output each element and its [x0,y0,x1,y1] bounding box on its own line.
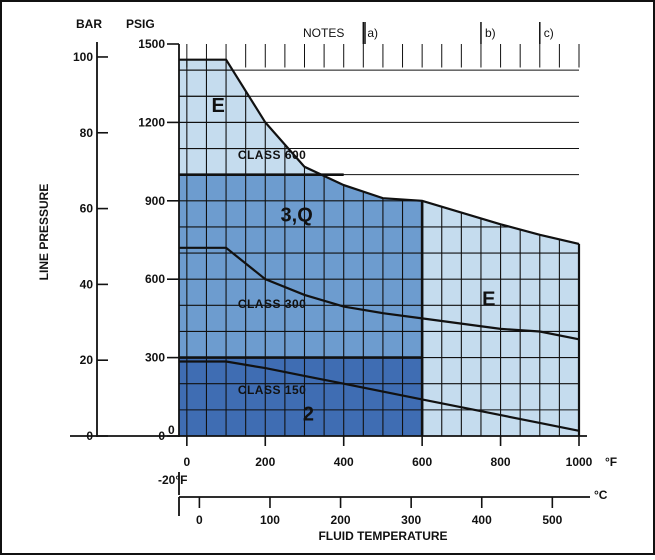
psig-tick-label: 1200 [138,115,165,129]
celsius-tick-label: 0 [196,513,203,527]
bar-tick-label: 0 [86,429,93,443]
curve-class-150 [179,360,580,432]
class-curves [179,58,581,436]
zone-label: 3,Q [281,205,313,227]
psig-tick-label: 300 [145,351,165,365]
bar-tick-label: 80 [80,126,94,140]
fahrenheit-tick-label: 0 [183,455,190,469]
bar-unit-label: BAR [76,17,102,31]
chart-labels: LINE PRESSURE FLUID TEMPERATURE BAR PSIG… [37,17,617,543]
y-axis-label: LINE PRESSURE [37,184,51,281]
class-label: CLASS 150 [238,383,307,397]
curve-class-600 [179,58,580,245]
celsius-tick-label: 300 [401,513,421,527]
celsius-tick-label: 400 [472,513,492,527]
zone-label: E [482,288,495,310]
note-label: b) [485,26,496,40]
fahrenheit-tick-label: 200 [255,455,275,469]
fahrenheit-unit-label: °F [605,455,617,469]
class-label: CLASS 300 [238,297,307,311]
zone-label: 2 [303,403,314,425]
region-fill-2 [179,357,423,436]
celsius-tick-label: 500 [542,513,562,527]
bar-tick-label: 40 [80,277,94,291]
note-label: c) [544,26,554,40]
bar-tick-label: 60 [80,202,94,216]
psig-tick-label: 600 [145,272,165,286]
curve-class-300 [179,246,580,341]
zone-label: E [212,95,225,117]
zone-labels: E 3,Q 2 E CLASS 600 CLASS 300 CLASS 150 0 [168,95,495,437]
fahrenheit-tick-label: 600 [412,455,432,469]
psig-unit-label: PSIG [126,17,155,31]
psig-tick-label: 0 [158,429,165,443]
psig-tick-label: 900 [145,194,165,208]
fahrenheit-tick-label: 800 [491,455,511,469]
origin-label: 0 [168,423,175,437]
class-label: CLASS 600 [238,148,307,162]
bar-tick-label: 100 [73,50,93,64]
bar-tick-label: 20 [80,353,94,367]
celsius-unit-label: °C [594,488,608,502]
boundary-lines [179,173,424,436]
x-min-label: -20°F [158,473,187,487]
fahrenheit-tick-label: 400 [334,455,354,469]
celsius-tick-label: 200 [331,513,351,527]
x-axis-label: FLUID TEMPERATURE [318,529,447,543]
celsius-tick-label: 100 [260,513,280,527]
note-label: a) [367,26,378,40]
notes-label: NOTES [303,26,344,40]
fahrenheit-tick-label: 1000 [566,455,593,469]
psig-tick-label: 1500 [138,37,165,51]
